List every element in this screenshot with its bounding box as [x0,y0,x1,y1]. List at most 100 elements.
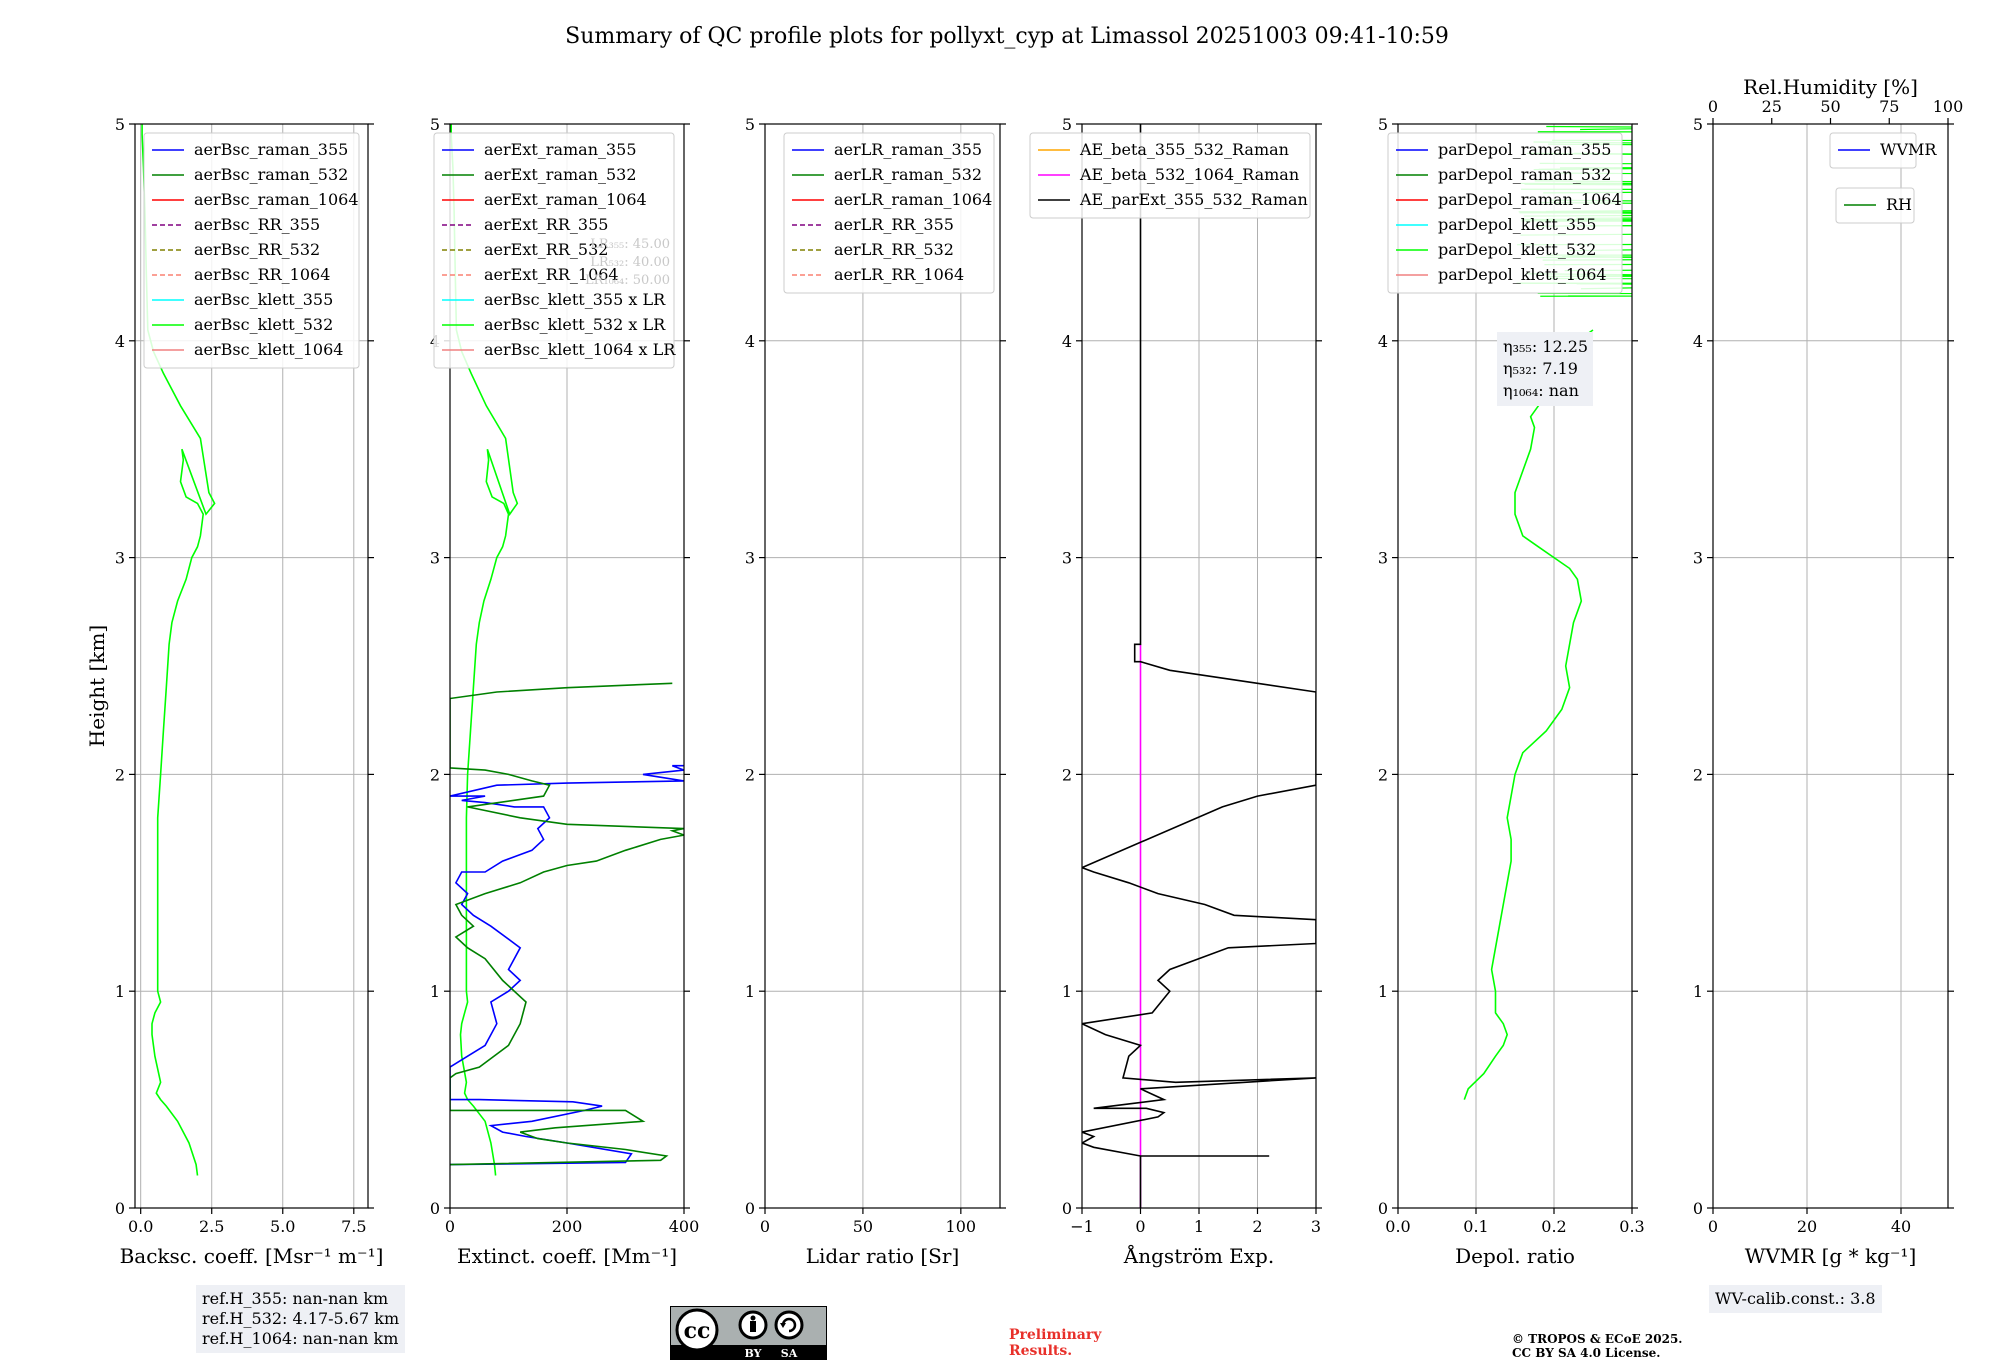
lr-label: LR₁₀₆₄: 50.00 [585,273,670,288]
top-x-axis-label: Rel.Humidity [%] [1743,75,1918,99]
legend-label: aerLR_raman_355 [834,140,982,159]
x-tick-label: 0 [1708,1217,1718,1236]
panels: 0.0 2.5 5.0 7.5 0 1 2 3 4 5 Backsc. coeff. [Msr⁻¹ … [115,75,1963,1268]
y-tick-label: 4 [1378,332,1388,351]
legend-label: aerExt_RR_1064 [484,265,619,284]
x-tick-label: 0.2 [1541,1217,1566,1236]
series-aerExt_raman_355 [450,764,684,1166]
y-tick-label: 0 [115,1199,125,1218]
x-tick-label: 40 [1891,1217,1911,1236]
y-tick-label: 5 [1378,115,1388,134]
y-axis-label: Height [km] [85,625,109,747]
x-tick-label: 0.1 [1463,1217,1488,1236]
lr-label: LR₃₅₅: 45.00 [590,237,670,252]
y-tick-label: 4 [115,332,125,351]
sa-icon [774,1310,804,1340]
top-x-tick-label: 50 [1820,97,1840,116]
y-tick-label: 1 [1062,982,1072,1001]
y-tick-label: 5 [745,115,755,134]
y-tick-label: 3 [1378,549,1388,568]
copyright-line-2: CC BY SA 4.0 License. [1512,1346,1661,1360]
y-tick-label: 5 [1693,115,1703,134]
legend-ext: aerExt_raman_355 aerExt_raman_532 aerExt_r… [433,132,676,369]
y-tick-label: 2 [430,765,440,784]
panel-bsc: 0.0 2.5 5.0 7.5 0 1 2 3 4 5 Backsc. coeff. [Msr⁻¹ … [115,115,384,1268]
y-tick-label: 5 [115,115,125,134]
x-tick-label: 400 [669,1217,700,1236]
legend-label: parDepol_raman_532 [1438,165,1611,184]
series-aerBsc_klett_532 [141,124,216,1176]
preliminary-note: Preliminary Results. [1009,1327,1101,1359]
x-tick-label: 200 [552,1217,583,1236]
y-tick-label: 4 [1062,332,1072,351]
legend-label: aerExt_raman_532 [484,165,637,184]
wv-calib-box: WV-calib.const.: 3.8 [1709,1285,1882,1313]
x-axis-label: Lidar ratio [Sr] [806,1244,960,1268]
noise-trace [1546,125,1632,128]
legend-label: aerBsc_RR_1064 [194,265,330,284]
legend-frame [433,132,675,369]
y-tick-label: 0 [430,1199,440,1218]
eta-label: η₅₃₂: 7.19 [1503,359,1578,378]
eta-bg [1497,332,1593,406]
y-tick-label: 3 [1693,549,1703,568]
panel-depol: 0.0 0.1 0.2 0.3 0 1 2 3 4 5 Depol. ratio parDepol_r… [1378,115,1645,1268]
axes-frame [1712,123,1949,1209]
x-tick-label: 7.5 [341,1217,366,1236]
series-parDepol_klett_532 [1463,329,1594,1100]
refh-1064: ref.H_1064: nan-nan km [202,1329,399,1348]
legend-label: aerBsc_raman_1064 [194,190,359,209]
y-tick-label: 3 [115,549,125,568]
legend-label: AE_beta_355_532_Raman [1079,140,1289,159]
y-tick-label: 2 [745,765,755,784]
legend-label: aerBsc_klett_1064 [194,340,343,359]
y-tick-label: 1 [745,982,755,1001]
legend-frame [1387,132,1623,294]
legend-depol: parDepol_raman_355 parDepol_raman_532 parD… [1387,132,1623,294]
x-tick-label: 0.0 [128,1217,153,1236]
y-tick-label: 5 [1062,115,1072,134]
y-tick-label: 5 [430,115,440,134]
y-tick-label: 4 [1693,332,1703,351]
refh-532: ref.H_532: 4.17-5.67 km [202,1309,400,1328]
y-tick-label: 2 [1693,765,1703,784]
legend-wv: WVMR [1829,132,1937,169]
x-axis-label: Backsc. coeff. [Msr⁻¹ m⁻¹] [120,1244,384,1268]
top-x-tick-label: 75 [1879,97,1899,116]
legend-frame [783,132,995,294]
legend-label: aerLR_raman_532 [834,165,982,184]
cc-icon [675,1308,719,1352]
y-tick-label: 4 [745,332,755,351]
legend2-wv: RH [1835,187,1915,224]
lr-label: LR₅₃₂: 40.00 [590,255,670,270]
x-axis-label: Depol. ratio [1455,1244,1575,1268]
copyright-line-1: © TROPOS & ECoE 2025. [1512,1332,1683,1346]
x-tick-label: 0 [445,1217,455,1236]
noise-trace [1580,128,1632,131]
y-tick-label: 2 [1062,765,1072,784]
y-tick-label: 3 [745,549,755,568]
legend-label: aerBsc_RR_532 [194,240,320,259]
x-axis-label: Extinct. coeff. [Mm⁻¹] [457,1244,677,1268]
y-tick-label: 1 [430,982,440,1001]
x-axis-label: Ångström Exp. [1123,1243,1274,1268]
axes-frame [134,123,369,1209]
series-group [141,124,216,1176]
x-tick-label: 0.0 [1385,1217,1410,1236]
y-tick-label: 3 [430,549,440,568]
legend-frame [1029,132,1311,219]
y-tick-label: 0 [745,1199,755,1218]
legend-label: aerBsc_klett_1064 x LR [484,340,676,359]
refh-355: ref.H_355: nan-nan km [202,1289,389,1308]
axes-frame [1397,123,1633,1209]
series-group [450,124,684,1176]
legend-label: RH [1886,195,1912,214]
legend-label: parDepol_klett_355 [1438,215,1596,234]
y-tick-label: 0 [1062,1199,1072,1218]
top-x-tick-label: 0 [1708,97,1718,116]
x-tick-label: 1 [1194,1217,1204,1236]
by-label: BY [745,1347,762,1360]
eta-label: η₁₀₆₄: nan [1503,381,1579,400]
x-axis-label: WVMR [g * kg⁻¹] [1745,1244,1917,1268]
